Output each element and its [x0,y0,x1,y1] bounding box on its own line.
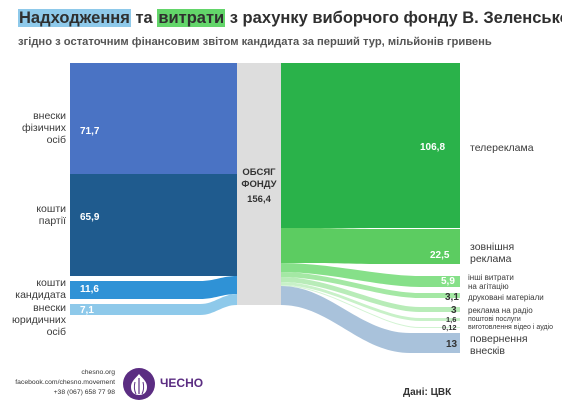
outflow-value-other: 5,9 [441,276,455,287]
outflow-flow-tv [281,63,460,228]
outflow-value-video: 0,12 [442,323,457,332]
inflow-bar-legal [70,294,237,315]
fund-total-value: 156,4 [247,194,271,205]
footer-phone: +38 (067) 658 77 98 [53,389,115,396]
outflow-label-refunds: повернення внесків [470,333,528,357]
outflow-flow-refunds [281,286,460,353]
inflow-value-party: 65,9 [80,212,100,223]
outflow-flow-postal [281,282,460,321]
page-subtitle: згідно з остаточним фінансовим звітом ка… [18,36,492,48]
fund-label-line2: ФОНДУ [241,179,277,190]
outflow-value-postal: 1,6 [446,315,457,324]
inflow-bar-party [70,174,237,276]
data-source: Дані: ЦВК [403,387,452,398]
inflow-value-candidate: 11,6 [80,284,99,295]
inflow-label-party: кошти партії [36,203,66,227]
outflow-value-refunds: 13 [446,339,458,350]
outflow-label-video: виготовлення відео і аудіо [468,324,553,331]
outflow-label-tv: телереклама [470,142,534,154]
inflow-value-individuals: 71,7 [80,126,100,137]
title-rest: з рахунку виборчого фонду В. Зеленського [225,9,562,27]
page-title: Надходження та витрати з рахунку виборчо… [18,9,562,28]
outflow-label-postal: поштові послуги [468,316,521,323]
garlic-icon [131,374,147,395]
inflow-label-legal: внески юридичних осіб [12,302,66,338]
outflow-value-tv: 106,8 [420,142,446,153]
fund-label-line1: ОБСЯГ [242,167,276,178]
inflow-label-candidate: кошти кандидата [15,277,66,301]
outflow-value-printed: 3,1 [445,292,459,303]
outflow-value-outdoor: 22,5 [430,250,450,261]
inflow-value-legal: 7,1 [80,305,94,316]
title-inflow-word: Надходження [18,9,131,27]
fund-column [237,63,281,305]
outflow-flow-printed [281,272,460,298]
outflow-label-radio: реклама на радіо [468,306,533,315]
outflow-value-radio: 3 [451,305,457,316]
inflow-bar-candidate [70,276,237,299]
outflow-flow-radio [281,277,460,312]
inflow-label-individuals: внески фізичних осіб [21,110,66,146]
outflow-flow-outdoor [281,228,460,264]
outflow-label-printed: друковані матеріали [468,293,544,302]
footer-facebook: facebook.com/chesno.movement [15,379,115,386]
outflow-label-outdoor: зовнішня реклама [470,241,515,265]
footer-site: chesno.org [81,369,115,376]
title-connector: та [130,9,158,27]
chesno-logo-text: ЧЕСНО [160,376,204,390]
outflow-flow-other [281,263,460,287]
chesno-logo-icon [123,368,155,400]
inflow-bar-individuals [70,63,237,174]
title-outflow-word: витрати [157,9,226,27]
outflow-label-other: інші витрати на агітацію [468,273,514,291]
